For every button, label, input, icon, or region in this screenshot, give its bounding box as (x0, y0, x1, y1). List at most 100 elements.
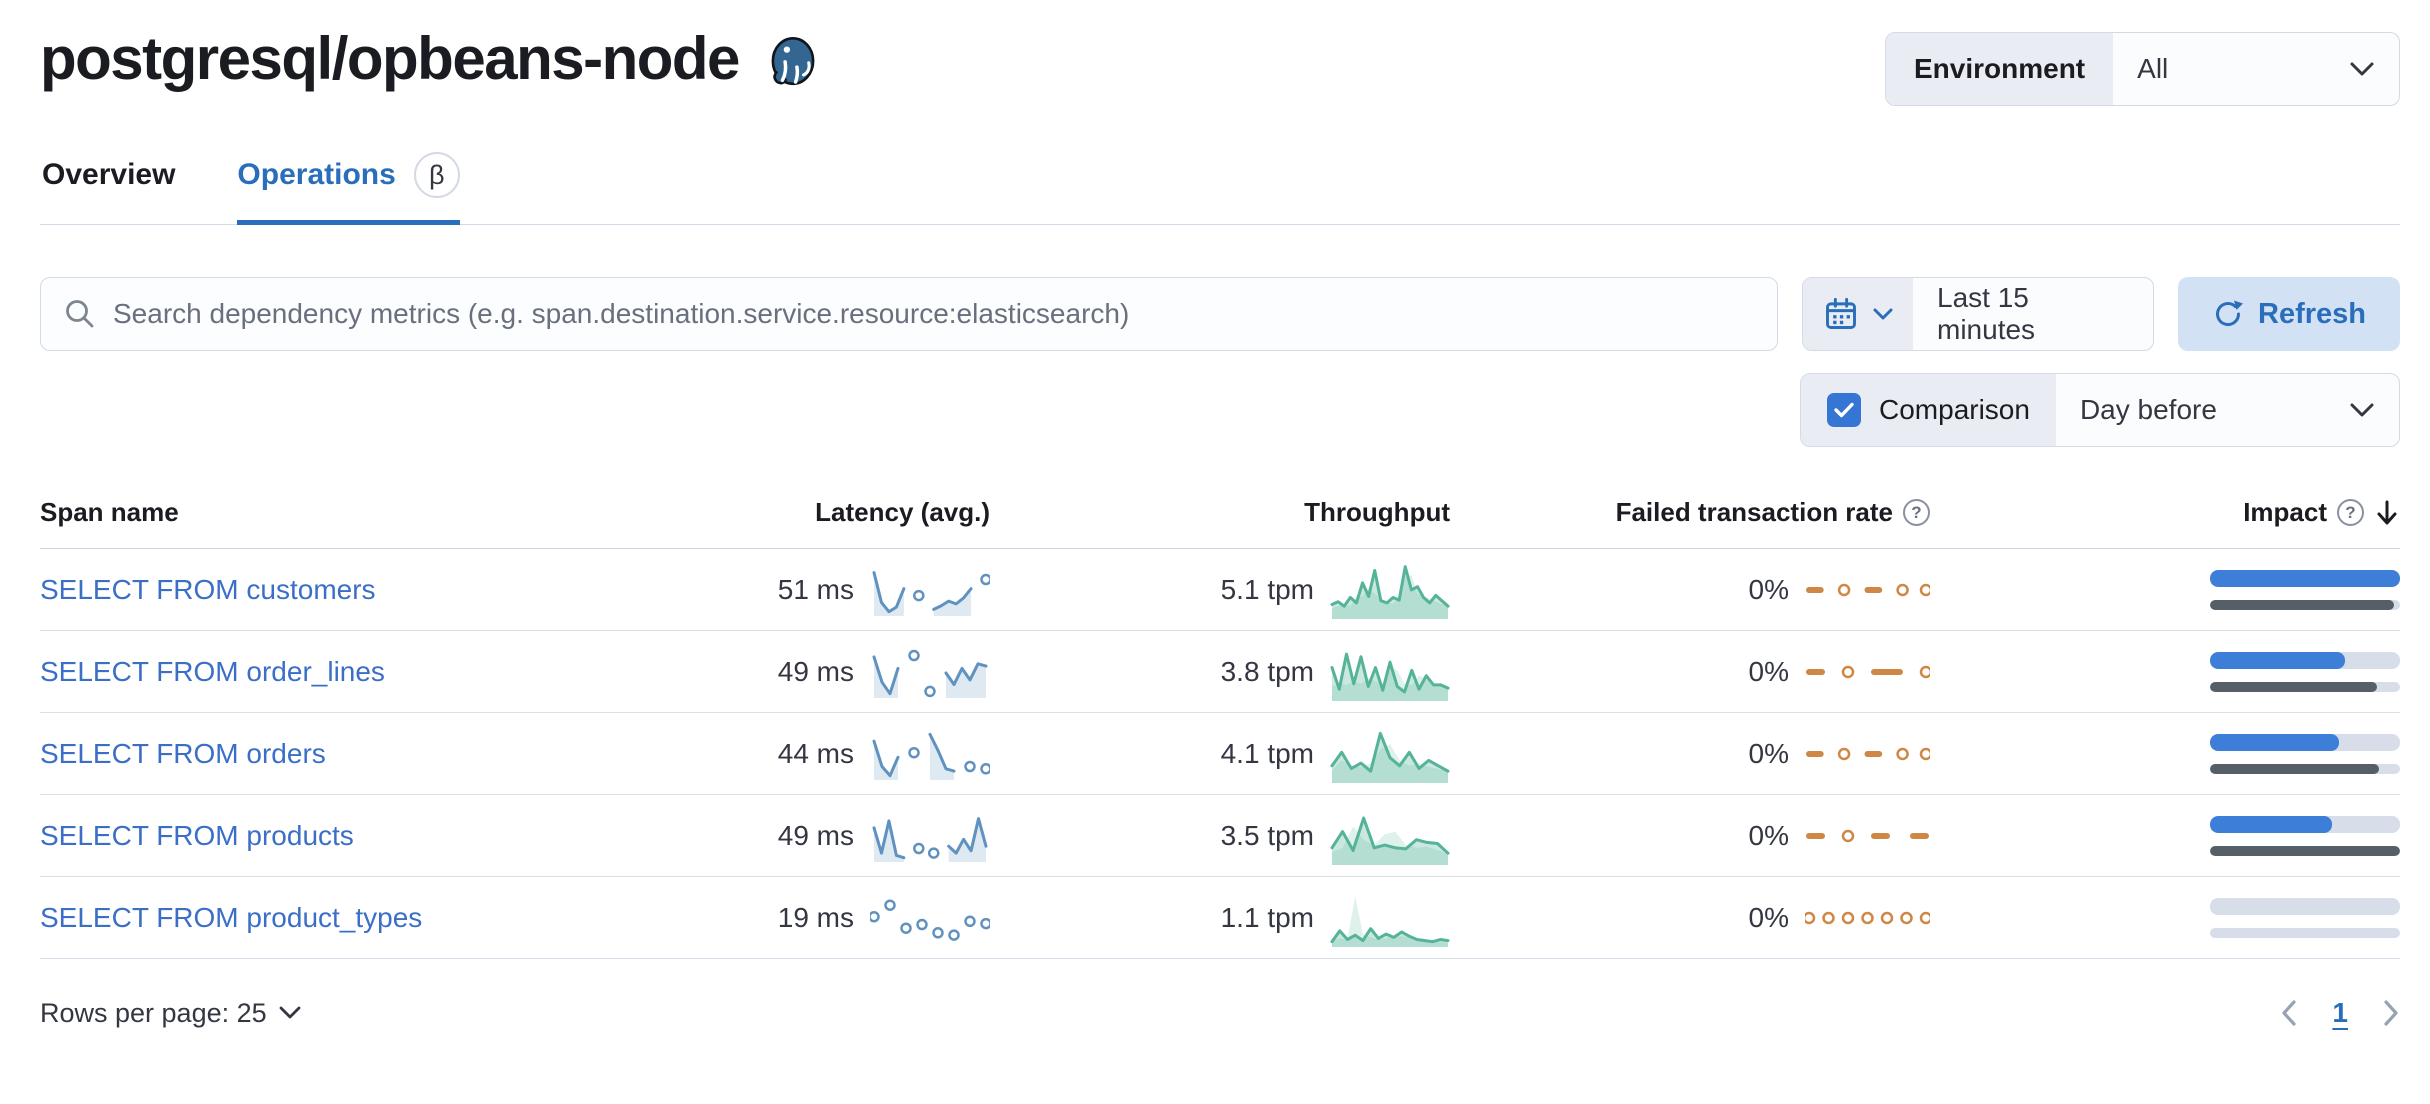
failed-rate-value: 0% (1748, 901, 1789, 933)
check-icon (1834, 402, 1854, 418)
throughput-sparkline (1330, 887, 1450, 949)
help-icon: ? (1903, 499, 1930, 526)
toolbar: Last 15 minutes Refresh (40, 277, 2400, 351)
postgresql-logo-icon (771, 36, 815, 86)
tab-overview[interactable]: Overview (42, 158, 176, 191)
search-box (40, 277, 1778, 351)
column-header-span-name[interactable]: Span name (40, 497, 179, 527)
throughput-sparkline (1330, 641, 1450, 703)
search-input[interactable] (113, 298, 1755, 330)
calendar-icon (1826, 297, 1856, 329)
environment-select[interactable]: Environment All (1885, 32, 2400, 106)
impact-bar-current (2210, 897, 2400, 915)
table-row: SELECT FROM product_types 19 ms 1.1 tpm … (40, 877, 2400, 959)
previous-page-button[interactable] (2280, 999, 2298, 1027)
column-header-failed-rate[interactable]: Failed transaction rate ? (1450, 497, 1990, 528)
comparison-row: Comparison Day before (40, 373, 2400, 447)
latency-value: 51 ms (777, 573, 854, 605)
refresh-button[interactable]: Refresh (2178, 277, 2400, 351)
rows-per-page-button[interactable]: Rows per page: 25 (40, 998, 301, 1029)
span-name-link[interactable]: SELECT FROM customers (40, 573, 376, 605)
environment-label: Environment (1886, 33, 2114, 105)
table-header-row: Span name Latency (avg.) Throughput Fail… (40, 497, 2400, 549)
comparison-checkbox[interactable] (1827, 393, 1861, 427)
throughput-value: 5.1 tpm (1220, 573, 1314, 605)
failed-rate-sparkline (1805, 741, 1930, 767)
comparison-value: Day before (2079, 394, 2217, 425)
throughput-value: 3.8 tpm (1220, 655, 1314, 687)
latency-value: 44 ms (777, 737, 854, 769)
throughput-sparkline (1330, 723, 1450, 785)
impact-bars (2210, 569, 2400, 610)
apm-dependency-page: postgresql/opbeans-node Environment All (0, 26, 2430, 1029)
sort-descending-icon (2377, 500, 2397, 524)
throughput-value: 1.1 tpm (1220, 901, 1314, 933)
help-icon: ? (2337, 499, 2364, 526)
refresh-icon (2216, 300, 2243, 327)
table-row: SELECT FROM products 49 ms 3.5 tpm 0% (40, 795, 2400, 877)
failed-rate-sparkline (1805, 577, 1930, 603)
column-header-impact[interactable]: Impact ? (1990, 497, 2400, 528)
time-range-picker[interactable]: Last 15 minutes (1802, 277, 2154, 351)
chevron-down-icon (1873, 308, 1893, 319)
latency-value: 19 ms (777, 901, 854, 933)
impact-bars (2210, 815, 2400, 856)
comparison-select[interactable]: Day before (2056, 374, 2399, 446)
impact-bar-previous (2210, 763, 2400, 774)
latency-value: 49 ms (777, 655, 854, 687)
pagination: 1 (2280, 997, 2400, 1029)
failed-rate-sparkline (1805, 823, 1930, 849)
environment-value: All (2137, 53, 2169, 84)
impact-bar-previous (2210, 599, 2400, 610)
beta-badge: β (413, 152, 460, 198)
span-name-link[interactable]: SELECT FROM product_types (40, 901, 423, 933)
impact-bar-previous (2210, 927, 2400, 938)
failed-rate-value: 0% (1748, 819, 1789, 851)
search-icon (66, 300, 94, 328)
tab-bar: Overview Operations β (40, 152, 2400, 225)
impact-bar-current (2210, 651, 2400, 669)
operations-table: Span name Latency (avg.) Throughput Fail… (40, 497, 2400, 959)
comparison-control: Comparison Day before (1800, 373, 2400, 447)
impact-bars (2210, 897, 2400, 938)
latency-sparkline (870, 726, 990, 782)
span-name-link[interactable]: SELECT FROM orders (40, 737, 326, 769)
page-number-button[interactable]: 1 (2332, 997, 2348, 1028)
comparison-label: Comparison (1879, 394, 2030, 425)
chevron-right-icon (2384, 1000, 2398, 1026)
impact-bar-previous (2210, 681, 2400, 692)
latency-sparkline (870, 808, 990, 864)
chevron-left-icon (2282, 1000, 2297, 1026)
span-name-link[interactable]: SELECT FROM products (40, 819, 354, 851)
impact-bars (2210, 733, 2400, 774)
impact-bars (2210, 651, 2400, 692)
failed-rate-value: 0% (1748, 737, 1789, 769)
throughput-sparkline (1330, 559, 1450, 621)
impact-bar-current (2210, 733, 2400, 751)
page-header: postgresql/opbeans-node Environment All (40, 26, 2400, 106)
table-row: SELECT FROM customers 51 ms 5.1 tpm 0% (40, 549, 2400, 631)
impact-bar-previous (2210, 845, 2400, 856)
table-footer: Rows per page: 25 1 (40, 997, 2400, 1029)
chevron-down-icon (279, 1006, 301, 1019)
failed-rate-sparkline (1805, 905, 1930, 931)
page-title: postgresql/opbeans-node (40, 25, 740, 92)
throughput-value: 4.1 tpm (1220, 737, 1314, 769)
chevron-down-icon (2350, 403, 2374, 417)
next-page-button[interactable] (2382, 999, 2400, 1027)
column-header-throughput[interactable]: Throughput (1304, 497, 1450, 527)
table-row: SELECT FROM orders 44 ms 4.1 tpm 0% (40, 713, 2400, 795)
throughput-value: 3.5 tpm (1220, 819, 1314, 851)
time-range-value[interactable]: Last 15 minutes (1937, 282, 2036, 345)
column-header-latency[interactable]: Latency (avg.) (815, 497, 990, 527)
calendar-segment[interactable] (1803, 278, 1913, 350)
latency-sparkline (870, 890, 990, 946)
failed-rate-value: 0% (1748, 655, 1789, 687)
impact-bar-current (2210, 815, 2400, 833)
span-name-link[interactable]: SELECT FROM order_lines (40, 655, 385, 687)
latency-sparkline (870, 644, 990, 700)
table-row: SELECT FROM order_lines 49 ms 3.8 tpm 0% (40, 631, 2400, 713)
tab-operations[interactable]: Operations β (237, 152, 460, 225)
chevron-down-icon (2350, 62, 2374, 76)
latency-value: 49 ms (777, 819, 854, 851)
